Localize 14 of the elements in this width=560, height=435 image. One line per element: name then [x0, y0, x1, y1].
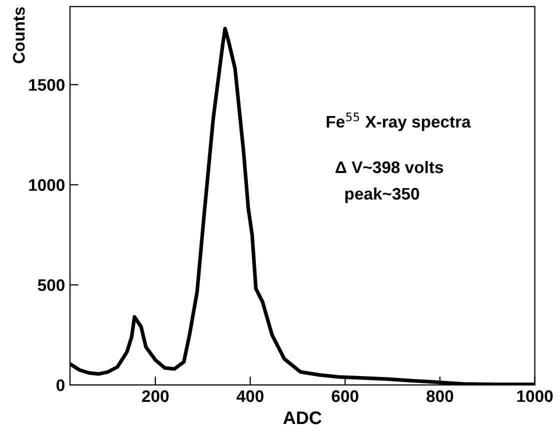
annotation: Fe$^{55}$ X-ray spectra — [326, 112, 471, 131]
x-tick-label: 1000 — [517, 390, 553, 402]
x-tick-label: 400 — [236, 390, 264, 402]
annotation: peak~350 — [345, 187, 420, 203]
y-tick-label: 1500 — [29, 79, 64, 91]
y-tick-label: 0 — [56, 379, 64, 392]
y-tick-label: 1000 — [29, 179, 64, 191]
x-axis-title: ADC — [283, 411, 322, 424]
y-tick-label: 500 — [38, 279, 64, 292]
x-tick-label: 200 — [142, 390, 169, 402]
y-axis-title: Counts — [12, 7, 25, 64]
x-tick-label: 800 — [426, 390, 454, 402]
annotation: Δ V~398 volts — [336, 160, 444, 174]
x-tick-label: 600 — [332, 390, 358, 402]
